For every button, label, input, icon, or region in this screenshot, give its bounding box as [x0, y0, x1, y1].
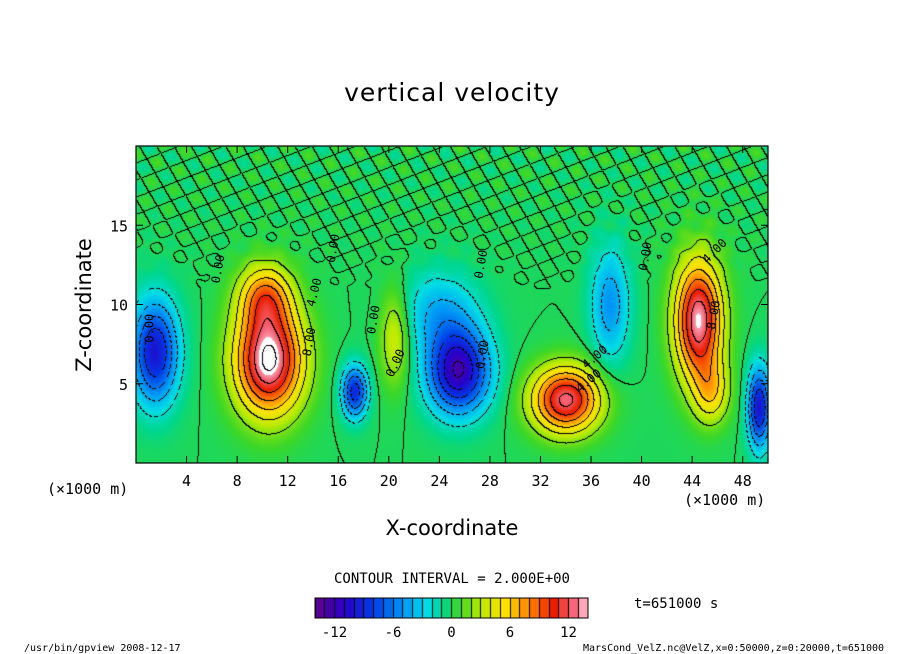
x-tick-label: 24: [430, 472, 448, 490]
footer-right: MarsCond_VelZ.nc@VelZ,x=0:50000,z=0:2000…: [583, 643, 884, 654]
colorbar: [315, 598, 588, 618]
contour-label: 0.00: [364, 304, 383, 335]
plot-area: 0.000.000.000.000.00 0.004.004.004.008.00…: [135, 145, 769, 464]
x-unit-left: (×1000 m): [47, 480, 128, 498]
x-tick-label: 36: [582, 472, 600, 490]
y-tick-label: 15: [110, 217, 128, 235]
x-tick-label: 12: [279, 472, 297, 490]
colorbar-tick-label: 12: [560, 625, 577, 641]
contour-label: 0.00: [209, 253, 228, 284]
x-tick-label: 8: [233, 472, 242, 490]
x-tick-label: 16: [329, 472, 347, 490]
contour-label: 0.00: [143, 314, 157, 343]
x-axis-title: X-coordinate: [386, 516, 519, 540]
colorbar-tick-label: 6: [506, 625, 514, 641]
footer-left: /usr/bin/gpview 2008-12-17: [24, 643, 181, 654]
contour-label: 8.00: [704, 299, 723, 330]
y-tick-label: 10: [110, 297, 128, 315]
x-tick-label: 44: [683, 472, 701, 490]
time-label: t=651000 s: [634, 596, 718, 612]
heatmap-canvas: [136, 146, 768, 463]
contour-label: 0.00: [636, 241, 655, 272]
colorbar-tick-label: -12: [322, 625, 347, 641]
x-tick-label: 32: [531, 472, 549, 490]
contour-label: 0.00: [472, 249, 491, 280]
x-tick-label: 28: [481, 472, 499, 490]
y-tick-label: 5: [119, 376, 128, 394]
colorbar-frame: [314, 597, 589, 619]
colorbar-tick-label: -6: [385, 625, 402, 641]
x-tick-label: 40: [633, 472, 651, 490]
y-axis-title: Z-coordinate: [72, 238, 96, 372]
contour-label: 0.00: [324, 233, 343, 264]
x-tick-label: 4: [182, 472, 191, 490]
x-tick-label: 48: [734, 472, 752, 490]
contour-label: 0.00: [473, 339, 492, 370]
x-unit-right: (×1000 m): [684, 491, 765, 509]
x-tick-label: 20: [380, 472, 398, 490]
colorbar-tick-label: 0: [447, 625, 455, 641]
chart-title: vertical velocity: [344, 78, 560, 107]
contour-interval-label: CONTOUR INTERVAL = 2.000E+00: [334, 571, 570, 587]
contour-label: 8.00: [300, 326, 319, 357]
